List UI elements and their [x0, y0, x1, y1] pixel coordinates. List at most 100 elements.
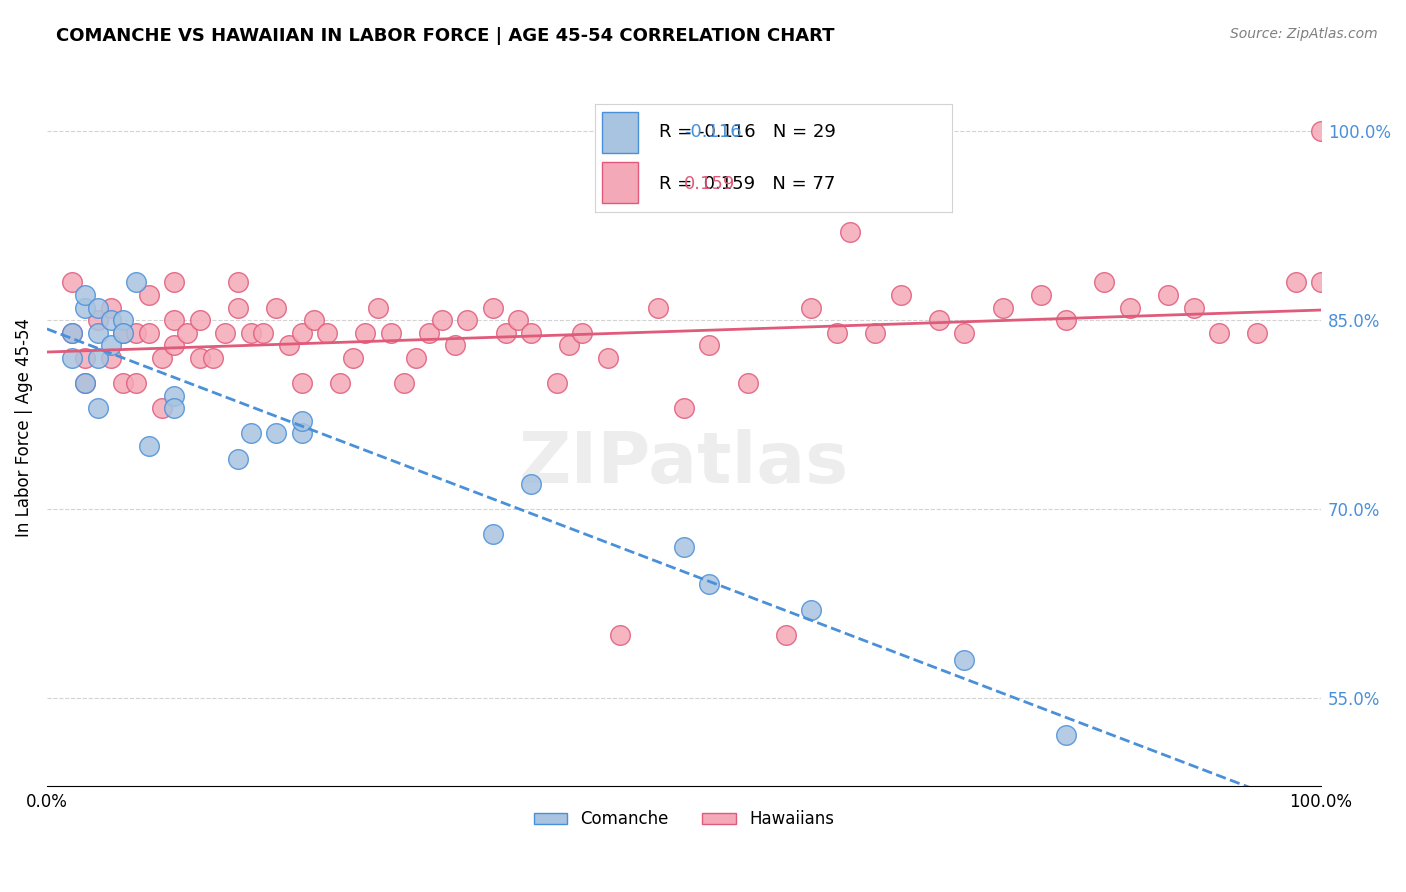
Point	[1054, 728, 1077, 742]
Point	[609, 628, 631, 642]
Point	[176, 326, 198, 340]
Point	[226, 276, 249, 290]
Point	[125, 276, 148, 290]
Point	[188, 313, 211, 327]
Point	[87, 326, 110, 340]
Point	[278, 338, 301, 352]
Point	[367, 301, 389, 315]
Text: COMANCHE VS HAWAIIAN IN LABOR FORCE | AGE 45-54 CORRELATION CHART: COMANCHE VS HAWAIIAN IN LABOR FORCE | AG…	[56, 27, 835, 45]
Point	[596, 351, 619, 365]
Point	[558, 338, 581, 352]
Point	[520, 326, 543, 340]
Point	[1094, 276, 1116, 290]
Text: Source: ZipAtlas.com: Source: ZipAtlas.com	[1230, 27, 1378, 41]
Point	[430, 313, 453, 327]
Point	[392, 376, 415, 390]
Point	[214, 326, 236, 340]
Point	[508, 313, 530, 327]
Point	[1119, 301, 1142, 315]
Point	[60, 276, 83, 290]
Point	[1284, 276, 1306, 290]
Point	[112, 326, 135, 340]
Point	[163, 338, 186, 352]
Point	[546, 376, 568, 390]
Point	[825, 326, 848, 340]
Point	[291, 326, 314, 340]
Point	[1246, 326, 1268, 340]
Point	[405, 351, 427, 365]
Point	[991, 301, 1014, 315]
Point	[60, 326, 83, 340]
Point	[800, 301, 823, 315]
Text: ZIPatlas: ZIPatlas	[519, 428, 849, 498]
Point	[75, 376, 97, 390]
Point	[60, 351, 83, 365]
Point	[87, 351, 110, 365]
Point	[138, 288, 160, 302]
Point	[138, 439, 160, 453]
Point	[150, 401, 173, 416]
Point	[443, 338, 465, 352]
Point	[125, 376, 148, 390]
Point	[75, 376, 97, 390]
Point	[380, 326, 402, 340]
Point	[737, 376, 759, 390]
Point	[87, 401, 110, 416]
Point	[100, 338, 122, 352]
Point	[163, 389, 186, 403]
Point	[1208, 326, 1230, 340]
Point	[138, 326, 160, 340]
Point	[112, 326, 135, 340]
Legend: Comanche, Hawaiians: Comanche, Hawaiians	[527, 804, 841, 835]
Point	[239, 426, 262, 441]
Point	[226, 301, 249, 315]
Point	[520, 476, 543, 491]
Point	[1157, 288, 1180, 302]
Point	[1054, 313, 1077, 327]
Point	[928, 313, 950, 327]
Point	[112, 376, 135, 390]
Point	[647, 301, 669, 315]
Point	[75, 301, 97, 315]
Point	[1029, 288, 1052, 302]
Point	[125, 326, 148, 340]
Point	[838, 225, 860, 239]
Point	[672, 401, 695, 416]
Point	[890, 288, 912, 302]
Point	[75, 351, 97, 365]
Point	[75, 288, 97, 302]
Point	[264, 301, 287, 315]
Point	[100, 301, 122, 315]
Point	[201, 351, 224, 365]
Point	[495, 326, 517, 340]
Point	[304, 313, 326, 327]
Point	[291, 426, 314, 441]
Point	[316, 326, 339, 340]
Point	[456, 313, 478, 327]
Point	[226, 451, 249, 466]
Point	[264, 426, 287, 441]
Point	[1182, 301, 1205, 315]
Point	[329, 376, 352, 390]
Point	[342, 351, 364, 365]
Point	[953, 326, 976, 340]
Point	[953, 653, 976, 667]
Point	[239, 326, 262, 340]
Point	[163, 276, 186, 290]
Point	[1310, 276, 1333, 290]
Point	[1310, 124, 1333, 138]
Point	[188, 351, 211, 365]
Point	[291, 376, 314, 390]
Point	[775, 628, 797, 642]
Point	[291, 414, 314, 428]
Point	[699, 577, 721, 591]
Point	[672, 540, 695, 554]
Point	[482, 301, 505, 315]
Point	[863, 326, 886, 340]
Point	[354, 326, 377, 340]
Point	[699, 338, 721, 352]
Point	[87, 301, 110, 315]
Point	[112, 313, 135, 327]
Point	[100, 313, 122, 327]
Point	[87, 313, 110, 327]
